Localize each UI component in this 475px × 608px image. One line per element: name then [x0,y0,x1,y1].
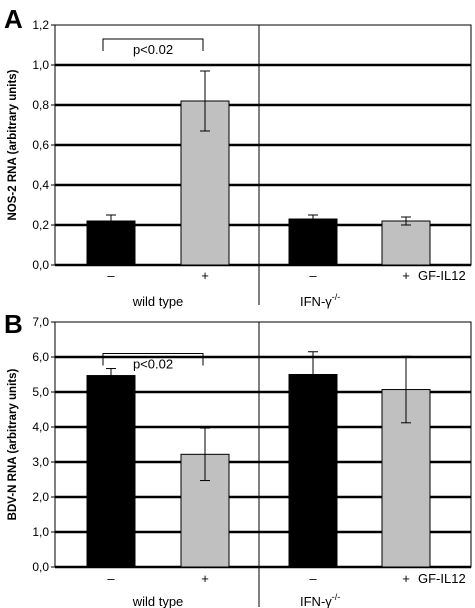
category-label: + [201,571,209,586]
y-tick-label: 1,2 [32,18,49,32]
bar [381,220,431,266]
bar [288,218,338,266]
group-label-wild-type: wild type [132,294,184,309]
y-tick-label: 0,2 [32,218,49,232]
y-tick-label: 1,0 [32,58,49,72]
panel-label: A [4,4,23,34]
bar [288,374,338,568]
bar [86,375,136,568]
y-tick-label: 0,6 [32,138,49,152]
significance-bracket [102,38,204,51]
group-label-knockout: IFN-γ-/- [300,592,340,608]
group-label-knockout-superscript: -/- [332,592,341,602]
significance-bracket [102,353,204,366]
bar [86,220,136,266]
category-label: – [309,268,317,283]
y-axis-label: BDV-N RNA (arbitrary units) [7,369,19,521]
category-label: + [201,268,209,283]
y-tick-label: 5,0 [32,385,49,399]
category-label: – [107,571,115,586]
y-tick-label: 7,0 [32,315,49,329]
panel-label: B [4,309,23,339]
group-label-knockout: IFN-γ-/- [300,292,340,309]
category-label: – [107,268,115,283]
y-tick-label: 1,0 [32,525,49,539]
category-label: + [402,268,410,283]
y-tick-label: 0,0 [32,560,49,574]
significance-label: p<0.02 [133,357,173,372]
y-tick-label: 6,0 [32,350,49,364]
group-label-wild-type: wild type [132,594,184,608]
category-label: + [402,571,410,586]
y-tick-label: 0,8 [32,98,49,112]
y-axis-label: NOS-2 RNA (arbitrary units) [7,69,19,220]
group-label-knockout-name: IFN-γ [300,594,332,608]
category-label: – [309,571,317,586]
treatment-label: GF-IL12 [418,571,466,586]
y-tick-label: 3,0 [32,455,49,469]
bar [381,389,431,568]
y-tick-label: 2,0 [32,490,49,504]
y-tick-label: 4,0 [32,420,49,434]
treatment-label: GF-IL12 [418,268,466,283]
significance-label: p<0.02 [133,42,173,57]
y-tick-label: 0,4 [32,178,49,192]
group-label-knockout-superscript: -/- [332,292,341,302]
group-label-knockout-name: IFN-γ [300,294,332,309]
y-tick-label: 0,0 [32,258,49,272]
